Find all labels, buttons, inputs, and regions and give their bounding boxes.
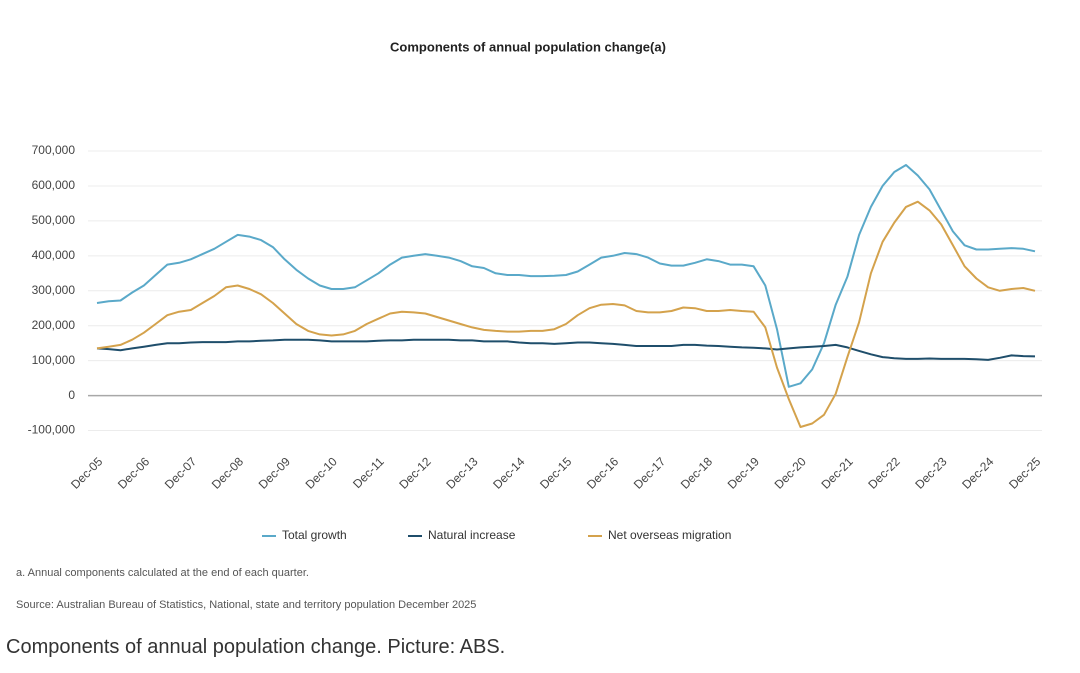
x-tick-label: Dec-13 [443, 454, 480, 491]
y-tick-label: 400,000 [32, 248, 76, 262]
x-tick-label: Dec-05 [68, 454, 105, 491]
x-tick-label: Dec-15 [537, 454, 574, 491]
chart: Components of annual population change(a… [16, 39, 1044, 611]
x-tick-label: Dec-16 [584, 454, 621, 491]
source: Source: Australian Bureau of Statistics,… [16, 599, 476, 611]
x-tick-label: Dec-11 [350, 454, 387, 491]
caption: Components of annual population change. … [6, 636, 506, 658]
x-tick-label: Dec-21 [819, 454, 856, 491]
x-tick-label: Dec-14 [490, 454, 527, 491]
x-tick-label: Dec-10 [303, 454, 340, 491]
y-tick-label: 0 [68, 388, 75, 402]
x-tick-label: Dec-17 [631, 454, 668, 491]
y-tick-label: 200,000 [32, 318, 76, 332]
legend-label: Net overseas migration [608, 528, 731, 542]
x-tick-label: Dec-06 [115, 454, 152, 491]
footnote: a. Annual components calculated at the e… [16, 567, 309, 579]
x-tick-label: Dec-19 [725, 454, 762, 491]
series-line [96, 338, 1036, 361]
x-tick-label: Dec-09 [256, 454, 293, 491]
chart-title: Components of annual population change(a… [390, 39, 666, 54]
x-tick-label: Dec-08 [209, 454, 246, 491]
x-tick-label: Dec-20 [772, 454, 809, 491]
legend-label: Total growth [282, 528, 347, 542]
x-tick-label: Dec-18 [678, 454, 715, 491]
series-line [96, 164, 1036, 388]
x-tick-label: Dec-25 [1006, 454, 1043, 491]
y-tick-label: 500,000 [32, 213, 76, 227]
y-tick-label: -100,000 [28, 423, 76, 437]
x-tick-label: Dec-07 [162, 454, 199, 491]
y-tick-label: 300,000 [32, 283, 76, 297]
y-tick-label: 100,000 [32, 353, 76, 367]
x-tick-label: Dec-22 [865, 454, 902, 491]
x-tick-label: Dec-24 [959, 454, 996, 491]
legend-label: Natural increase [428, 528, 516, 542]
y-tick-label: 600,000 [32, 178, 76, 192]
series-line [96, 200, 1036, 428]
x-tick-label: Dec-23 [912, 454, 949, 491]
x-tick-label: Dec-12 [396, 454, 433, 491]
y-tick-label: 700,000 [32, 143, 76, 157]
